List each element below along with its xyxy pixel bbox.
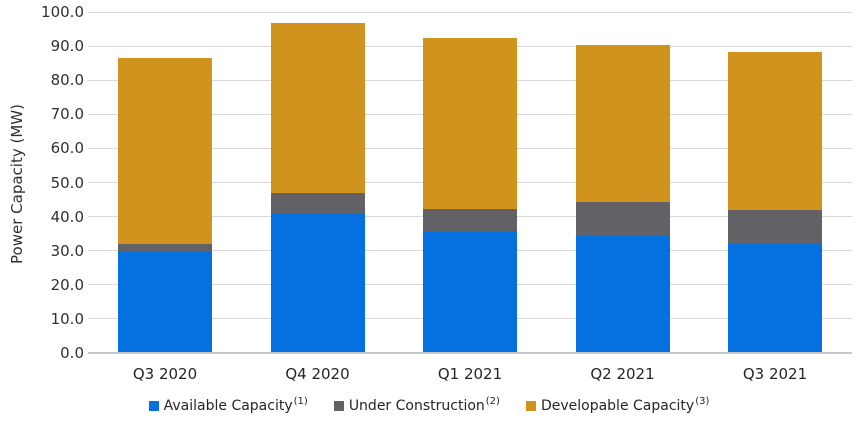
bar-segment-available-capacity bbox=[575, 235, 670, 352]
legend: Available Capacity (1) Under Construction(… bbox=[0, 395, 858, 414]
legend-swatch-icon bbox=[148, 401, 159, 411]
bar-group-q2-2021 bbox=[575, 45, 670, 352]
bar-segment-available-capacity bbox=[118, 252, 212, 352]
x-tick-label-q3-2021: Q3 2021 bbox=[742, 365, 808, 383]
bar-segment-available-capacity bbox=[728, 243, 822, 352]
y-tick-label-10.0: 10.0 bbox=[50, 309, 84, 328]
y-tick-label-0.0: 0.0 bbox=[60, 344, 84, 362]
legend-label: Developable Capacity bbox=[540, 398, 695, 414]
legend-label-superscript: (1) bbox=[293, 395, 308, 407]
x-tick-label-q4-2020: Q4 2020 bbox=[285, 365, 350, 383]
x-tick-label-q2-2021: Q2 2021 bbox=[590, 365, 655, 383]
x-tick-label-q1-2021: Q1 2021 bbox=[437, 365, 503, 383]
y-tick-label-30.0: 30.0 bbox=[50, 241, 84, 260]
y-tick-label-50.0: 50.0 bbox=[50, 173, 84, 192]
y-tick-label-90.0: 90.0 bbox=[50, 37, 84, 56]
legend-item-developable-capacity: Developable Capacity (3) bbox=[525, 395, 710, 414]
legend-item-under-construction: Under Construction (2) bbox=[333, 395, 500, 414]
legend-label: Under Construction bbox=[348, 398, 485, 414]
bar-segment-available-capacity bbox=[423, 230, 517, 352]
bar-group-q3-2021 bbox=[728, 51, 822, 352]
legend-label-superscript: (2) bbox=[485, 395, 500, 407]
y-tick-label-40.0: 40.0 bbox=[50, 207, 84, 226]
bar-segment-under-construction bbox=[423, 208, 517, 231]
y-tick-label-80.0: 80.0 bbox=[50, 71, 84, 90]
bar-segment-developable-capacity bbox=[728, 51, 822, 211]
bar-segment-under-construction bbox=[118, 243, 212, 253]
bar-segment-under-construction bbox=[575, 201, 670, 236]
bar-segment-under-construction bbox=[728, 210, 822, 244]
bar-segment-available-capacity bbox=[270, 214, 365, 352]
y-tick-label-100.0: 100.0 bbox=[41, 3, 84, 21]
legend-label: Available Capacity bbox=[163, 398, 293, 414]
bar-segment-under-construction bbox=[270, 193, 365, 215]
y-tick-label-20.0: 20.0 bbox=[50, 275, 84, 294]
bar-group-q3-2020 bbox=[118, 58, 212, 352]
legend-swatch-icon bbox=[333, 401, 344, 411]
bar-segment-developable-capacity bbox=[423, 38, 517, 209]
bar-group-q1-2021 bbox=[423, 38, 517, 352]
x-tick-label-q3-2020: Q3 2020 bbox=[132, 365, 198, 383]
legend-label-superscript: (3) bbox=[695, 395, 710, 407]
legend-item-available-capacity: Available Capacity (1) bbox=[148, 395, 308, 414]
y-tick-label-60.0: 60.0 bbox=[50, 139, 84, 158]
bar-segment-developable-capacity bbox=[270, 22, 365, 194]
gridline-100.0 bbox=[88, 11, 852, 13]
x-axis-line bbox=[88, 352, 852, 354]
bar-group-q4-2020 bbox=[270, 22, 365, 352]
y-tick-label-70.0: 70.0 bbox=[50, 105, 84, 124]
legend-swatch-icon bbox=[525, 401, 536, 411]
bar-segment-developable-capacity bbox=[118, 58, 212, 244]
bar-segment-developable-capacity bbox=[575, 45, 670, 202]
plot-area bbox=[88, 11, 852, 354]
